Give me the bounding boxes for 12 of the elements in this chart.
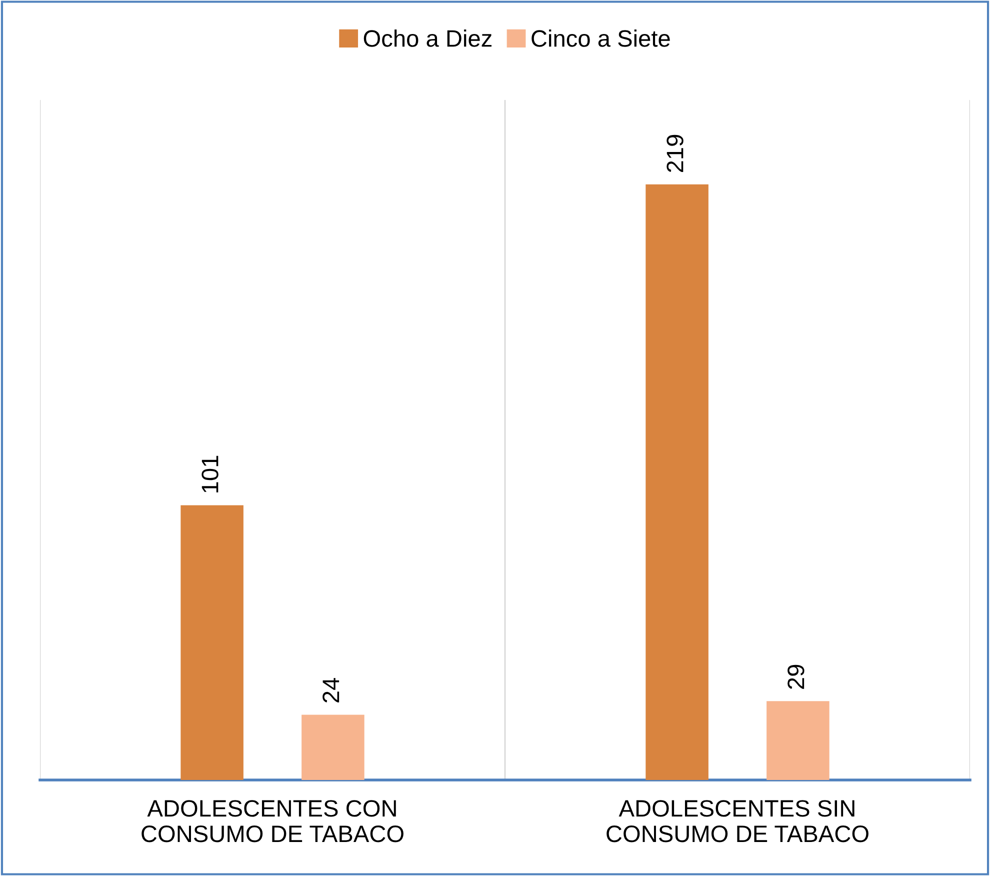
bar (302, 714, 364, 780)
legend-label: Cinco a Siete (532, 30, 670, 47)
x-tick-label: ADOLESCENTES SIN CONSUMO DE TABACO (606, 800, 868, 842)
bar (766, 701, 830, 780)
x-tick-label: ADOLESCENTES CON CONSUMO DE TABACO (142, 800, 404, 842)
data-label: 24 (322, 678, 340, 702)
data-label: 29 (788, 664, 804, 689)
legend-label: Ocho a Diez (364, 30, 492, 47)
data-label: 101 (202, 456, 218, 492)
data-label: 219 (666, 134, 684, 172)
bar (180, 505, 244, 780)
bar (646, 184, 708, 780)
